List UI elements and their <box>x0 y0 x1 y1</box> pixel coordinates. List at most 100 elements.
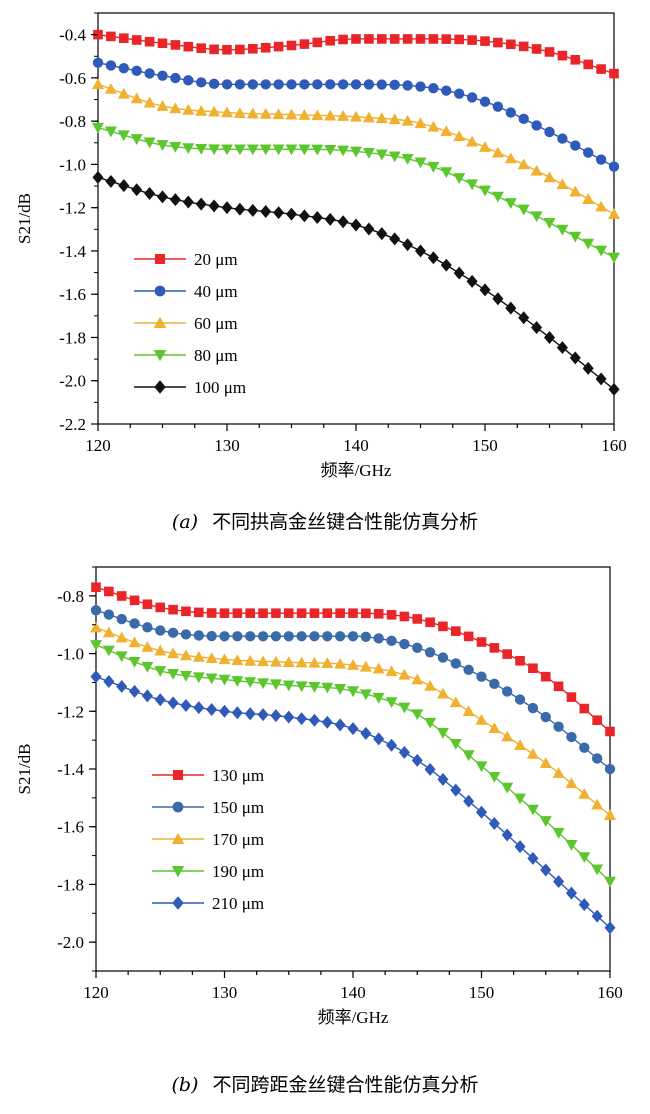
legend-entry: 20 μm <box>194 250 238 269</box>
series-2-point <box>386 635 397 647</box>
series-4-point <box>195 143 208 155</box>
series-3-point <box>90 621 102 633</box>
series-5-point <box>347 722 359 736</box>
x-tick-label: 150 <box>469 983 495 1002</box>
series-4-point <box>479 185 491 197</box>
legend-marker <box>154 380 166 394</box>
y-tick-label: -1.8 <box>57 875 84 894</box>
legend-marker <box>172 896 184 910</box>
series-4-point <box>231 676 244 687</box>
series-1-point <box>579 703 590 714</box>
series-4-point <box>104 126 117 138</box>
series-4-point <box>388 151 401 163</box>
series-5-point <box>180 698 192 712</box>
series-3-point <box>595 200 608 212</box>
series-2-point <box>412 642 423 653</box>
series-3-point <box>530 164 543 176</box>
legend-entry: 40 μm <box>194 282 238 301</box>
series-5-point <box>321 715 333 729</box>
series-3-point <box>517 158 530 170</box>
series-1-point <box>338 34 348 45</box>
series-2-point <box>309 631 320 642</box>
series-2-point <box>505 107 516 118</box>
series-3-point <box>92 78 104 90</box>
series-2-point <box>514 694 526 705</box>
series-3-point <box>102 626 115 638</box>
x-tick-label: 160 <box>601 436 627 455</box>
series-2-point <box>180 629 192 640</box>
series-4-point <box>350 146 362 158</box>
series-5-point <box>427 251 439 265</box>
series-5-point <box>463 794 475 808</box>
series-2-point <box>376 79 387 90</box>
series-5-point <box>324 212 336 226</box>
series-1-point <box>570 55 581 65</box>
series-1-point <box>273 41 284 52</box>
y-tick-label: -1.6 <box>57 818 84 837</box>
series-1-point <box>373 609 384 619</box>
series-5-point <box>518 311 530 325</box>
series-1-point <box>283 608 294 618</box>
series-5-point <box>92 170 104 184</box>
series-1-point <box>296 608 307 618</box>
series-4-point <box>90 640 102 651</box>
series-3-point <box>543 171 556 183</box>
series-4-point <box>311 144 324 156</box>
caption-b-title: 不同跨距金丝键合性能仿真分析 <box>212 1074 479 1096</box>
series-5-point <box>450 783 462 797</box>
series-4-point <box>526 804 539 816</box>
series-1-point <box>515 655 525 666</box>
series-4-point <box>154 666 167 677</box>
x-tick-label: 140 <box>340 983 366 1002</box>
series-2-point <box>325 79 336 90</box>
series-2-point <box>360 631 372 642</box>
series-4-point <box>362 147 375 159</box>
series-4-point <box>375 149 388 161</box>
series-4-point <box>517 204 530 216</box>
series-4-point <box>449 738 462 750</box>
series-1-point <box>386 610 397 620</box>
series-4-point <box>401 154 414 165</box>
series-5-point <box>604 921 616 935</box>
series-3 <box>92 78 620 219</box>
y-tick-label: -1.2 <box>57 702 84 721</box>
caption-b: (b) 不同跨距金丝键合性能仿真分析 <box>0 1070 650 1097</box>
series-2-point <box>518 113 529 125</box>
series-4-point <box>169 141 182 153</box>
series-3-point <box>221 106 233 118</box>
series-5-point <box>193 701 205 715</box>
series-2-point <box>415 81 426 92</box>
series-4-point <box>414 157 427 169</box>
series-5 <box>92 170 620 396</box>
series-3-point <box>436 687 449 699</box>
series-5-point <box>595 372 607 386</box>
series-2-point <box>557 133 568 144</box>
series-2-point <box>363 79 375 90</box>
series-5-point <box>437 772 449 786</box>
legend-marker <box>171 832 185 844</box>
series-2-point <box>234 79 246 90</box>
series-1-point <box>540 671 551 682</box>
series-4-point <box>488 772 501 783</box>
series-2-point <box>437 652 449 663</box>
series-5-point <box>350 218 362 232</box>
series-4-point <box>282 680 295 692</box>
series-5-point <box>531 321 543 335</box>
series-5-point <box>373 732 385 746</box>
series-4-point <box>259 144 272 156</box>
series-4-point <box>233 144 246 156</box>
series-5-point <box>169 193 181 207</box>
series-2-point <box>270 631 282 642</box>
legend-entry: 190 μm <box>212 862 264 881</box>
series-4-point <box>453 173 466 184</box>
series-5-point <box>154 693 166 707</box>
series-4-point <box>285 144 298 156</box>
series-3-point <box>514 739 527 750</box>
series-2-point <box>247 79 258 90</box>
series-4-point <box>436 727 449 739</box>
series-3-point <box>192 650 205 662</box>
series-1-point <box>157 38 168 49</box>
series-5-point <box>273 206 285 220</box>
series-1-point <box>181 606 191 617</box>
series-4-point <box>591 864 604 876</box>
